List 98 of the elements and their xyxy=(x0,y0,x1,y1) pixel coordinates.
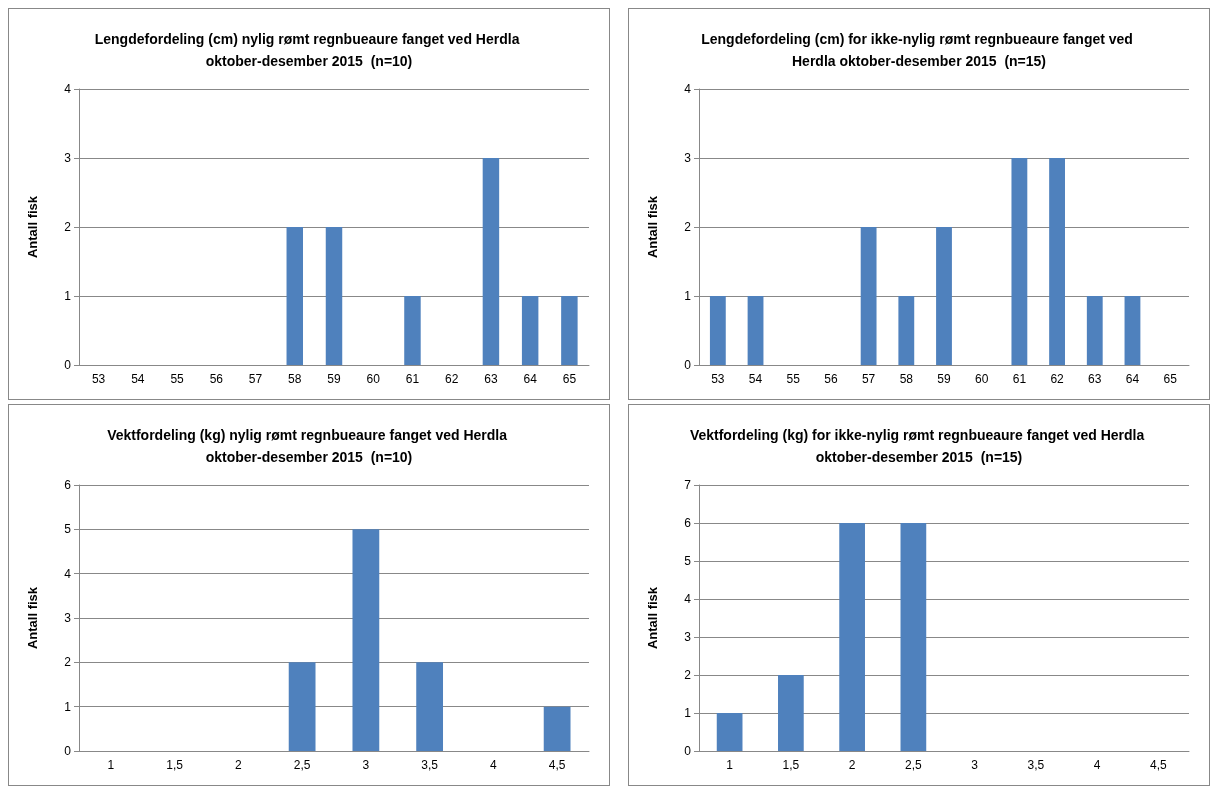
y-tick-label: 1 xyxy=(684,289,692,303)
y-tick-label: 6 xyxy=(64,478,72,492)
x-tick-label: 4,5 xyxy=(1150,758,1168,772)
bar xyxy=(1086,296,1103,365)
x-tick-label: 64 xyxy=(1125,372,1140,386)
y-tick-label: 3 xyxy=(684,151,692,165)
x-tick-label: 63 xyxy=(1088,372,1102,386)
bar xyxy=(1011,158,1028,365)
bar xyxy=(288,662,316,751)
x-tick-label: 61 xyxy=(405,372,420,386)
x-tick-label: 2 xyxy=(235,758,243,772)
bar xyxy=(716,713,743,751)
x-tick-label: 2,5 xyxy=(905,758,923,772)
x-tick-label: 3 xyxy=(362,758,370,772)
x-tick-label: 65 xyxy=(1163,372,1178,386)
x-tick-label: 54 xyxy=(748,372,763,386)
y-tick-label: 6 xyxy=(684,516,692,530)
y-tick-label: 2 xyxy=(684,668,692,682)
bar xyxy=(860,227,877,365)
y-tick-label: 0 xyxy=(64,358,72,372)
x-tick-label: 55 xyxy=(170,372,185,386)
y-tick-label: 3 xyxy=(64,611,72,625)
bar xyxy=(416,662,444,751)
y-axis-title: Antall fisk xyxy=(645,195,660,259)
x-tick-label: 1,5 xyxy=(782,758,800,772)
x-tick-label: 60 xyxy=(366,372,381,386)
x-tick-label: 4 xyxy=(1093,758,1101,772)
y-tick-label: 3 xyxy=(684,630,692,644)
x-tick-label: 55 xyxy=(786,372,801,386)
x-tick-label: 54 xyxy=(131,372,145,386)
y-tick-label: 5 xyxy=(64,522,72,537)
bar xyxy=(325,227,343,365)
y-tick-label: 7 xyxy=(684,478,692,492)
y-tick-label: 4 xyxy=(684,592,692,606)
chart-title: Lengdefordeling (cm) nylig rømt regnbueaure fanget ved Herdla oktober-desember 2015 (n=10) xyxy=(94,31,524,69)
y-axis-title: Antall fisk xyxy=(25,195,40,259)
x-tick-label: 57 xyxy=(861,372,876,386)
bar xyxy=(839,523,865,751)
y-tick-label: 4 xyxy=(64,566,72,581)
y-tick-label: 2 xyxy=(684,220,692,234)
chart-title: Lengdefordeling (cm) for ikke-nylig rømt regnbueaure fanget ved Herdla oktober-desember 2015 (n=15) xyxy=(701,31,1137,69)
x-tick-label: 4,5 xyxy=(548,758,566,772)
bar xyxy=(778,675,804,751)
x-tick-label: 2,5 xyxy=(293,758,311,772)
bar xyxy=(898,296,915,365)
y-tick-label: 2 xyxy=(64,220,72,234)
bar xyxy=(561,296,578,365)
bar xyxy=(709,296,726,365)
x-tick-label: 53 xyxy=(711,372,725,386)
y-tick-label: 4 xyxy=(64,82,72,96)
bar xyxy=(900,523,927,751)
chart-title: Vektfordeling (kg) for ikke-nylig rømt regnbueaure fanget ved Herdla oktober-desember 2015 (n=15) xyxy=(689,427,1149,465)
bar xyxy=(482,158,500,365)
bar xyxy=(747,296,764,365)
x-tick-label: 53 xyxy=(91,372,106,386)
bar xyxy=(1049,158,1065,365)
x-tick-label: 59 xyxy=(327,372,341,386)
x-tick-label: 57 xyxy=(248,372,263,386)
x-tick-label: 65 xyxy=(562,372,577,386)
y-tick-label: 1 xyxy=(64,289,72,303)
y-tick-label: 2 xyxy=(64,655,72,670)
x-tick-label: 64 xyxy=(523,372,538,386)
bar xyxy=(352,529,380,751)
y-tick-label: 5 xyxy=(684,554,692,568)
y-tick-label: 1 xyxy=(684,706,692,720)
bar xyxy=(936,227,952,365)
y-tick-label: 4 xyxy=(684,82,692,96)
x-tick-label: 3,5 xyxy=(1027,758,1045,772)
x-tick-label: 61 xyxy=(1012,372,1027,386)
x-tick-label: 3 xyxy=(971,758,979,772)
bar xyxy=(286,227,304,365)
chart-title: Vektfordeling (kg) nylig rømt regnbueaure fanget ved Herdla oktober-desember 2015 (n=10) xyxy=(107,427,511,465)
x-tick-label: 1 xyxy=(726,758,734,772)
x-tick-label: 59 xyxy=(937,372,951,386)
bar xyxy=(543,706,571,751)
x-tick-label: 62 xyxy=(1050,372,1065,386)
x-tick-label: 2 xyxy=(848,758,856,772)
x-tick-label: 58 xyxy=(899,372,914,386)
y-axis-title: Antall fisk xyxy=(645,586,660,650)
x-tick-label: 62 xyxy=(445,372,459,386)
x-tick-label: 58 xyxy=(288,372,302,386)
bar xyxy=(521,296,539,365)
y-tick-label: 0 xyxy=(684,358,692,372)
x-tick-label: 56 xyxy=(209,372,224,386)
bar xyxy=(1124,296,1141,365)
x-tick-label: 4 xyxy=(490,758,498,772)
x-tick-label: 1 xyxy=(107,758,115,772)
y-tick-label: 0 xyxy=(64,744,72,758)
y-tick-label: 3 xyxy=(64,151,72,165)
x-tick-label: 56 xyxy=(824,372,838,386)
y-axis-title: Antall fisk xyxy=(25,586,40,650)
x-tick-label: 60 xyxy=(975,372,989,386)
y-tick-label: 0 xyxy=(684,744,692,758)
y-tick-label: 1 xyxy=(64,699,72,714)
x-tick-label: 63 xyxy=(484,372,498,386)
x-tick-label: 1,5 xyxy=(166,758,184,772)
bar xyxy=(404,296,421,365)
x-tick-label: 3,5 xyxy=(421,758,439,772)
